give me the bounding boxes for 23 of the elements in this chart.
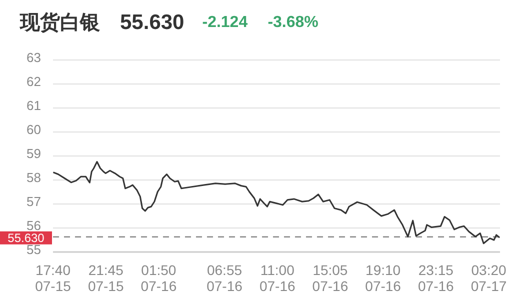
- text: -3.68%: [268, 14, 318, 31]
- x-tick-label: 21:45 07-15: [88, 262, 124, 294]
- x-tick-label: 11:00 07-16: [259, 262, 296, 294]
- x-tick-label: 17:40 07-15: [35, 262, 72, 294]
- y-tick-label: 55: [26, 242, 41, 257]
- chart-subtitle: 55.630: [120, 11, 184, 34]
- text: -2.124: [202, 14, 248, 31]
- y-tick-label: 62: [26, 74, 41, 89]
- x-tick-label: 19:10 07-16: [365, 262, 402, 294]
- y-tick-label: 57: [26, 194, 41, 209]
- x-tick-label: 01:50 07-16: [140, 262, 177, 294]
- x-tick-label: 06:55 07-16: [206, 262, 243, 294]
- ref-line-label: 55.630: [8, 230, 45, 245]
- x-tick-label: 03:20 07-17: [470, 262, 507, 294]
- y-tick-label: 56: [26, 218, 41, 233]
- y-tick-label: 59: [26, 146, 41, 161]
- y-tick-label: 61: [26, 98, 41, 113]
- x-tick-label: 23:15 07-16: [418, 262, 454, 294]
- y-tick-label: 63: [26, 50, 41, 65]
- x-tick-label: 15:05 07-16: [312, 262, 348, 294]
- y-tick-label: 58: [26, 170, 41, 185]
- chart-title: 现货白银: [19, 12, 101, 34]
- y-tick-label: 60: [26, 122, 41, 137]
